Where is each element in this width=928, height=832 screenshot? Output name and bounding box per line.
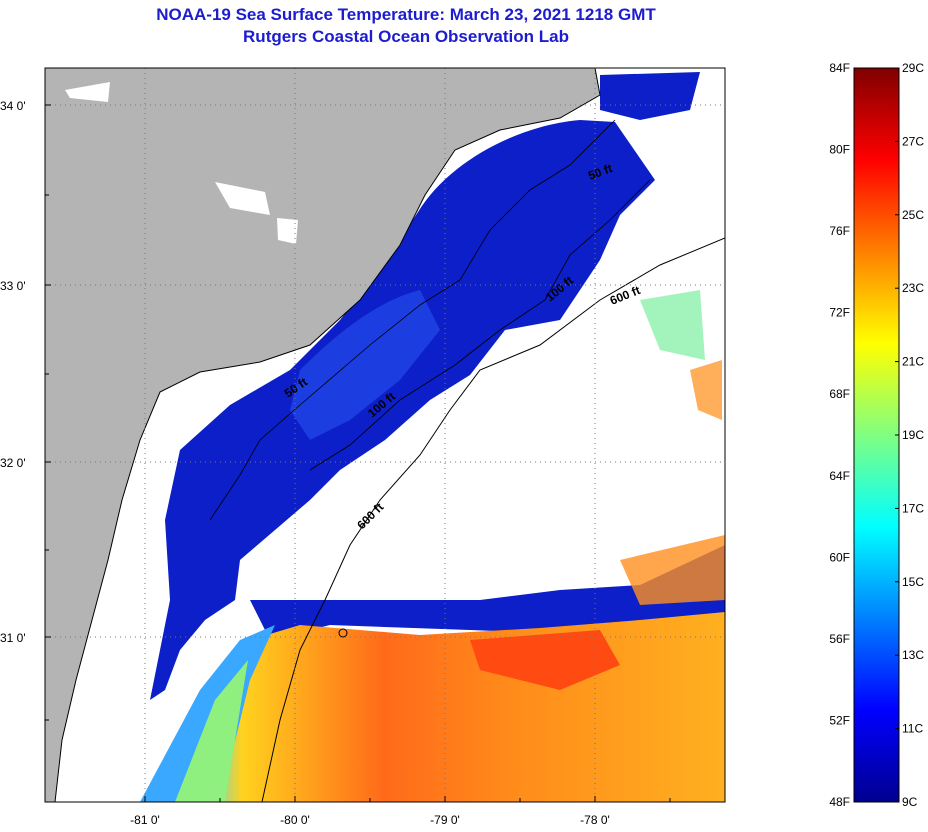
colorbar-celsius-label: 21C: [902, 355, 924, 369]
cold-water-patch: [290, 290, 440, 440]
cold-water-north: [600, 72, 700, 120]
colorbar: 84F 80F 76F 72F 68F 64F 60F 56F 52F 48F 29C 27C 25C 2…: [829, 61, 924, 809]
latitude-label: 34 0': [0, 99, 26, 113]
map-title: NOAA-19 Sea Surface Temperature: March 2…: [156, 5, 656, 24]
longitude-label: -79 0': [430, 813, 460, 827]
lat-lon-grid: [45, 68, 725, 802]
colorbar-fahrenheit-label: 48F: [829, 795, 850, 809]
colorbar-fahrenheit-label: 56F: [829, 632, 850, 646]
warm-patch-se: [620, 535, 725, 605]
map-subtitle: Rutgers Coastal Ocean Observation Lab: [243, 27, 569, 46]
axis-ticks: [45, 104, 671, 802]
colorbar-fahrenheit-label: 72F: [829, 306, 850, 320]
latitude-label: 33 0': [0, 279, 26, 293]
isobath-100ft: [309, 179, 651, 471]
colorbar-celsius-label: 11C: [902, 722, 923, 736]
colorbar-fahrenheit-label: 76F: [829, 224, 850, 238]
lake: [215, 182, 270, 215]
longitude-label: -81 0': [130, 813, 160, 827]
lake: [65, 82, 110, 102]
colorbar-fahrenheit-label: 84F: [829, 61, 850, 75]
colorbar-celsius-label: 19C: [902, 428, 924, 442]
map-frame: [44, 67, 726, 803]
colorbar-fahrenheit-label: 52F: [829, 713, 850, 727]
colorbar-celsius-label: 27C: [902, 134, 924, 148]
isobath-600ft: [261, 237, 725, 802]
station-marker: [338, 628, 348, 638]
land-mass: [45, 68, 600, 802]
colorbar-fahrenheit-label: 68F: [829, 387, 850, 401]
colorbar-celsius-label: 17C: [902, 501, 924, 515]
cold-water-region: [150, 120, 655, 700]
longitude-label: -80 0': [280, 813, 310, 827]
warm-patch-east: [640, 290, 705, 360]
colorbar-scale: [853, 67, 900, 803]
warm-water-region: [200, 612, 725, 802]
colorbar-celsius-label: 23C: [902, 281, 924, 295]
isobath-50ft: [209, 119, 616, 521]
colorbar-fahrenheit-label: 64F: [829, 469, 850, 483]
colorbar-celsius-label: 9C: [902, 795, 918, 809]
cold-water-front: [250, 545, 725, 640]
colorbar-celsius-label: 15C: [902, 575, 924, 589]
colorbar-celsius-label: 29C: [902, 61, 924, 75]
transition-water-green: [175, 660, 248, 802]
sst-map: 50 ft 50 ft 100 ft 100 ft 600 ft 600 ft …: [0, 67, 726, 827]
warm-core: [470, 630, 620, 690]
colorbar-celsius-label: 25C: [902, 208, 924, 222]
latitude-label: 31 0': [0, 631, 26, 645]
latitude-label: 32 0': [0, 456, 26, 470]
colorbar-fahrenheit-label: 60F: [829, 550, 850, 564]
lake: [277, 218, 298, 244]
warm-patch-east2: [690, 360, 722, 420]
colorbar-fahrenheit-label: 80F: [829, 143, 850, 157]
longitude-label: -78 0': [580, 813, 610, 827]
colorbar-celsius-label: 13C: [902, 648, 924, 662]
coastline: [54, 68, 601, 802]
